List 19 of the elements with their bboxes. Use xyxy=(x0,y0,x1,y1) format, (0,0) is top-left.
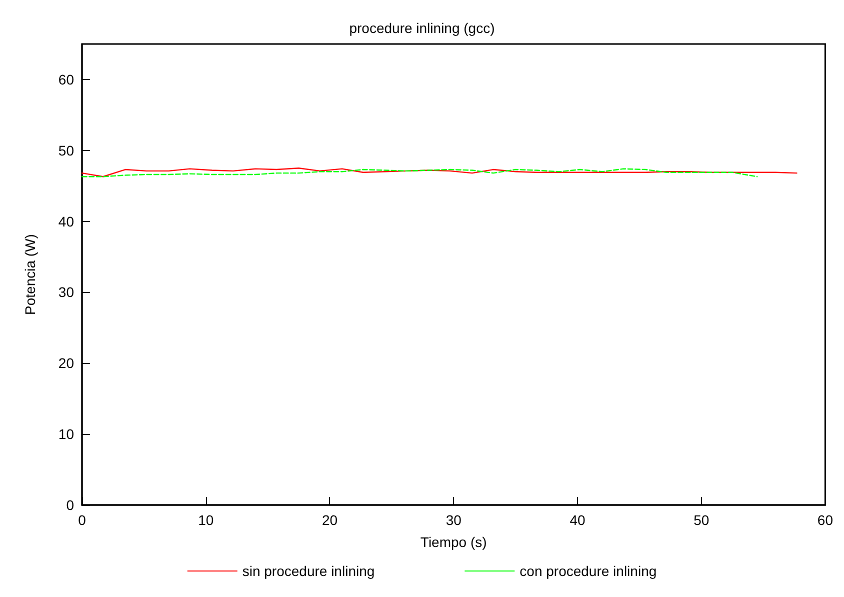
y-tick-label: 50 xyxy=(58,142,74,158)
x-tick-label: 60 xyxy=(817,512,834,528)
x-tick-label: 0 xyxy=(78,512,86,528)
y-tick-label: 20 xyxy=(58,355,74,372)
y-axis-title: Potencia (W) xyxy=(22,234,38,315)
y-tick-label: 0 xyxy=(66,497,74,513)
x-tick-label: 30 xyxy=(446,512,462,528)
x-tick-label: 10 xyxy=(198,512,214,528)
x-tick-label: 50 xyxy=(694,512,710,528)
y-tick-label: 10 xyxy=(58,426,74,442)
y-tick-label: 40 xyxy=(58,213,74,230)
y-tick-label: 30 xyxy=(58,284,74,300)
legend-label: con procedure inlining xyxy=(520,563,657,579)
x-axis-title: Tiempo (s) xyxy=(420,534,487,550)
x-tick-label: 20 xyxy=(322,512,338,528)
x-tick-label: 40 xyxy=(570,512,586,528)
chart-title: procedure inlining (gcc) xyxy=(349,20,495,36)
legend-label: sin procedure inlining xyxy=(242,563,375,579)
y-tick-label: 60 xyxy=(58,71,74,88)
